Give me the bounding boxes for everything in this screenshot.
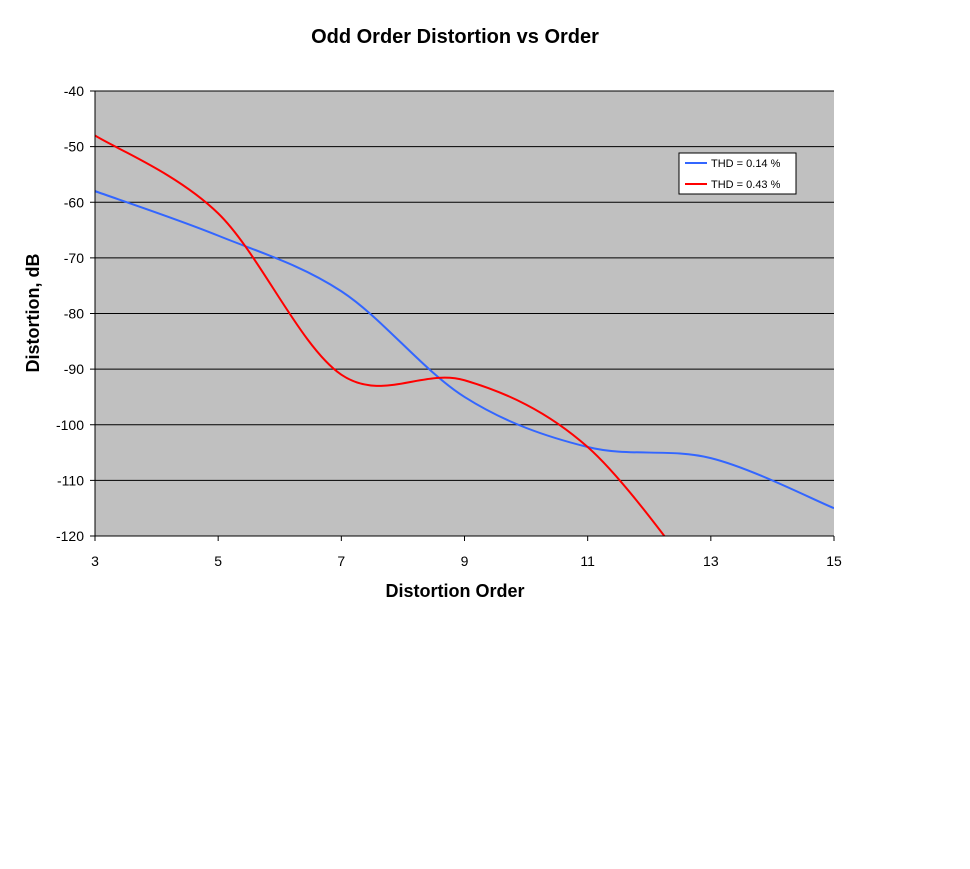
x-tick-label: 13 (703, 553, 719, 569)
axes (90, 90, 835, 541)
legend-label: THD = 0.14 % (711, 158, 781, 170)
legend-label: THD = 0.43 % (711, 179, 781, 191)
y-tick-label: -80 (64, 306, 84, 322)
y-tick-labels: -40 -50 -60 -70 -80 -90 -100 -110 -120 (56, 83, 84, 544)
x-tick-labels: 3 5 7 9 11 13 15 (91, 553, 842, 569)
y-tick-label: -40 (64, 83, 84, 99)
y-tick-label: -70 (64, 250, 84, 266)
y-tick-label: -60 (64, 194, 84, 210)
x-axis-title: Distortion Order (385, 581, 524, 601)
chart-title: Odd Order Distortion vs Order (311, 26, 599, 48)
series-lines (95, 134, 834, 536)
x-tick-label: 5 (214, 553, 222, 569)
y-tick-label: -110 (57, 472, 84, 488)
x-tick-label: 7 (337, 553, 345, 569)
y-tick-label: -90 (64, 361, 84, 377)
x-tick-label: 9 (461, 553, 469, 569)
x-tick-label: 15 (826, 553, 842, 569)
x-tick-label: 3 (91, 553, 99, 569)
y-tick-label: -100 (56, 417, 84, 433)
x-tick-label: 11 (580, 553, 595, 569)
series-line-2 (95, 134, 666, 536)
y-tick-label: -50 (64, 139, 84, 155)
series-line-1 (95, 190, 834, 510)
legend: THD = 0.14 % THD = 0.43 % (678, 152, 797, 195)
legend-box (678, 152, 797, 195)
y-axis-title: Distortion, dB (23, 254, 43, 373)
y-tick-label: -120 (56, 528, 84, 544)
